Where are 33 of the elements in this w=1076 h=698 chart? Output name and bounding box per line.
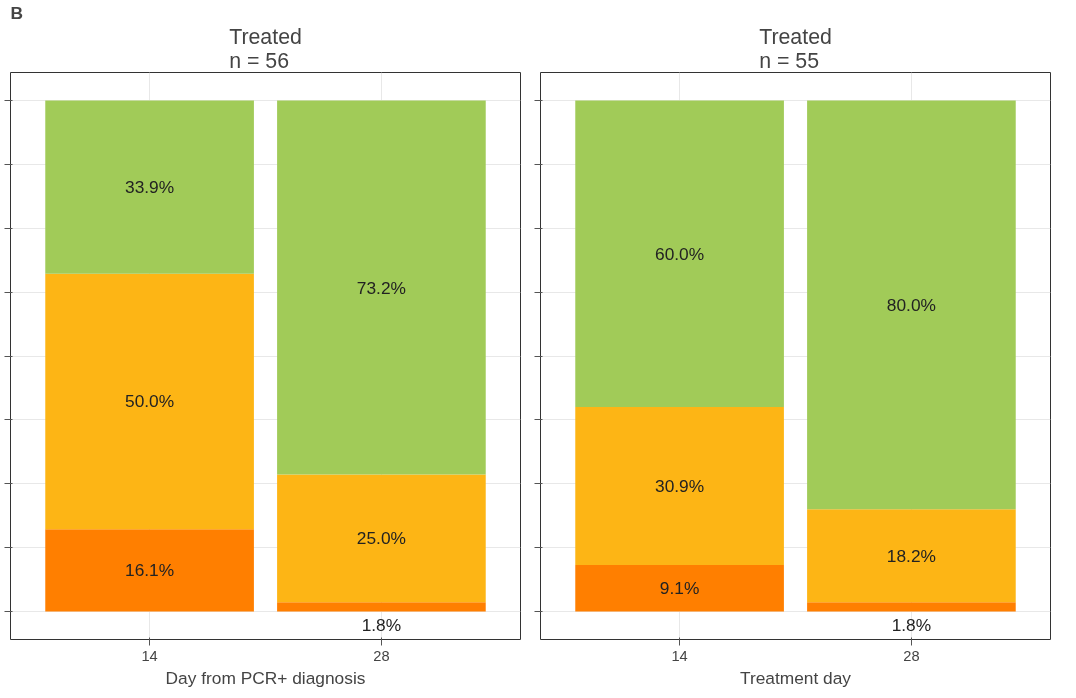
bar bbox=[575, 100, 784, 408]
x-tick-label: 14 bbox=[141, 647, 158, 664]
chart-title: Treated n = 55 bbox=[759, 24, 832, 73]
bar bbox=[807, 509, 1016, 603]
data-label: 25.0% bbox=[356, 528, 406, 549]
bar bbox=[575, 407, 784, 565]
data-label: 18.2% bbox=[886, 545, 936, 566]
bar bbox=[807, 602, 1016, 612]
bar bbox=[277, 602, 486, 612]
bar bbox=[807, 100, 1016, 510]
x-axis-title: Treatment day bbox=[739, 667, 852, 688]
data-label: 80.0% bbox=[886, 294, 936, 315]
data-label: 1.8% bbox=[891, 614, 932, 635]
chart-title: Treated n = 56 bbox=[229, 24, 302, 73]
x-axis-title: Day from PCR+ diagnosis bbox=[165, 667, 366, 688]
text: B bbox=[10, 2, 24, 23]
data-label: 16.1% bbox=[125, 560, 175, 581]
data-label: 73.2% bbox=[356, 277, 406, 298]
bar bbox=[575, 564, 784, 612]
bar bbox=[45, 529, 254, 612]
data-label: 60.0% bbox=[655, 243, 705, 264]
bar bbox=[45, 273, 254, 530]
data-label: 50.0% bbox=[125, 391, 175, 412]
bar bbox=[277, 474, 486, 603]
data-label: 1.8% bbox=[361, 614, 402, 635]
x-tick-label: 28 bbox=[903, 647, 920, 664]
bar bbox=[45, 100, 254, 274]
bar bbox=[277, 100, 486, 475]
data-label: 9.1% bbox=[659, 578, 700, 599]
x-tick-label: 28 bbox=[373, 647, 390, 664]
data-label: 33.9% bbox=[125, 177, 175, 198]
x-tick-label: 14 bbox=[671, 647, 688, 664]
data-label: 30.9% bbox=[655, 476, 705, 496]
